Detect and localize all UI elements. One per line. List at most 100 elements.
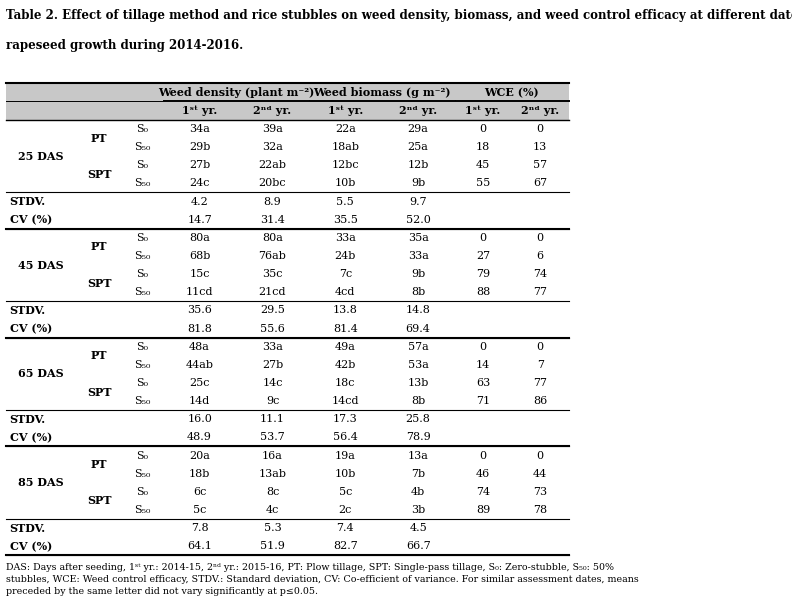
Text: WCE (%): WCE (%) [485,87,539,98]
Text: 20a: 20a [189,451,210,461]
Text: PT: PT [91,242,107,252]
Text: 71: 71 [476,396,490,406]
Text: 89: 89 [476,505,490,515]
Text: 24b: 24b [335,251,356,261]
Text: 12b: 12b [408,161,428,170]
Text: 3b: 3b [411,505,425,515]
Text: 27b: 27b [189,161,210,170]
Text: 25.8: 25.8 [406,415,431,424]
Text: 0: 0 [537,342,543,352]
Text: S₅₀: S₅₀ [135,469,150,478]
Text: 25 DAS: 25 DAS [18,151,64,162]
Text: 16.0: 16.0 [187,415,212,424]
Text: 42b: 42b [335,360,356,370]
Text: 74: 74 [476,487,490,497]
Text: 11cd: 11cd [186,287,213,297]
Text: 0: 0 [480,342,486,352]
Text: 55.6: 55.6 [260,323,285,333]
Text: 18c: 18c [335,378,356,388]
Text: S₀: S₀ [136,233,149,243]
Text: CV (%): CV (%) [10,214,51,225]
Text: 13.8: 13.8 [333,306,358,315]
Text: S₀: S₀ [136,269,149,279]
Text: 5.5: 5.5 [337,197,354,207]
Text: 27b: 27b [262,360,283,370]
Text: 56.4: 56.4 [333,432,358,442]
Text: 82.7: 82.7 [333,541,358,551]
Text: 4b: 4b [411,487,425,497]
Text: 0: 0 [537,233,543,243]
Text: 5.3: 5.3 [264,523,281,533]
Text: 18b: 18b [189,469,210,478]
Text: 48.9: 48.9 [187,432,212,442]
Text: 4c: 4c [266,505,279,515]
Text: 2ⁿᵈ yr.: 2ⁿᵈ yr. [253,105,291,116]
Text: 73: 73 [533,487,547,497]
Text: 19a: 19a [335,451,356,461]
Text: 88: 88 [476,287,490,297]
Text: 14.8: 14.8 [406,306,431,315]
Text: 77: 77 [533,378,547,388]
Text: 0: 0 [537,451,543,461]
Text: 25c: 25c [189,378,210,388]
Text: 13ab: 13ab [258,469,287,478]
Text: SPT: SPT [87,496,111,506]
Text: rapeseed growth during 2014-2016.: rapeseed growth during 2014-2016. [6,39,244,52]
Text: 12bc: 12bc [332,161,359,170]
Text: 33a: 33a [408,251,428,261]
Text: 14cd: 14cd [332,396,359,406]
Text: 32a: 32a [262,142,283,152]
Text: 57: 57 [533,161,547,170]
Text: 35.5: 35.5 [333,215,358,224]
Text: 25a: 25a [408,142,428,152]
Text: 11.1: 11.1 [260,415,285,424]
Text: 6: 6 [537,251,543,261]
Text: 69.4: 69.4 [406,323,431,333]
Text: 13a: 13a [408,451,428,461]
Text: 53.7: 53.7 [260,432,285,442]
Text: 24c: 24c [189,178,210,188]
Text: 14: 14 [476,360,490,370]
Text: 29b: 29b [189,142,210,152]
Text: Table 2. Effect of tillage method and rice stubbles on weed density, biomass, an: Table 2. Effect of tillage method and ri… [6,9,792,22]
Bar [6,83,569,120]
Text: 14c: 14c [262,378,283,388]
Text: S₅₀: S₅₀ [135,505,150,515]
Text: 9.7: 9.7 [409,197,427,207]
Text: 29.5: 29.5 [260,306,285,315]
Text: 29a: 29a [408,124,428,134]
Text: 8c: 8c [266,487,279,497]
Text: 53a: 53a [408,360,428,370]
Text: 10b: 10b [335,469,356,478]
Text: 51.9: 51.9 [260,541,285,551]
Text: 33a: 33a [262,342,283,352]
Text: 85 DAS: 85 DAS [18,477,64,488]
Text: CV (%): CV (%) [10,432,51,443]
Text: STDV.: STDV. [10,196,46,207]
Text: 7b: 7b [411,469,425,478]
Text: 80a: 80a [262,233,283,243]
Text: 35.6: 35.6 [187,306,212,315]
Text: S₀: S₀ [136,124,149,134]
Text: 64.1: 64.1 [187,541,212,551]
Text: 45: 45 [476,161,490,170]
Text: 33a: 33a [335,233,356,243]
Text: SPT: SPT [87,278,111,288]
Text: STDV.: STDV. [10,414,46,425]
Text: 7.8: 7.8 [191,523,208,533]
Text: Weed density (plant m⁻²): Weed density (plant m⁻²) [158,87,314,98]
Text: 17.3: 17.3 [333,415,358,424]
Text: 5c: 5c [193,505,206,515]
Text: 57a: 57a [408,342,428,352]
Text: S₅₀: S₅₀ [135,287,150,297]
Text: 86: 86 [533,396,547,406]
Text: 77: 77 [533,287,547,297]
Text: 0: 0 [537,124,543,134]
Text: 18ab: 18ab [331,142,360,152]
Text: 10b: 10b [335,178,356,188]
Text: 78: 78 [533,505,547,515]
Text: 74: 74 [533,269,547,279]
Text: 6c: 6c [193,487,206,497]
Text: 18: 18 [476,142,490,152]
Text: 5c: 5c [339,487,352,497]
